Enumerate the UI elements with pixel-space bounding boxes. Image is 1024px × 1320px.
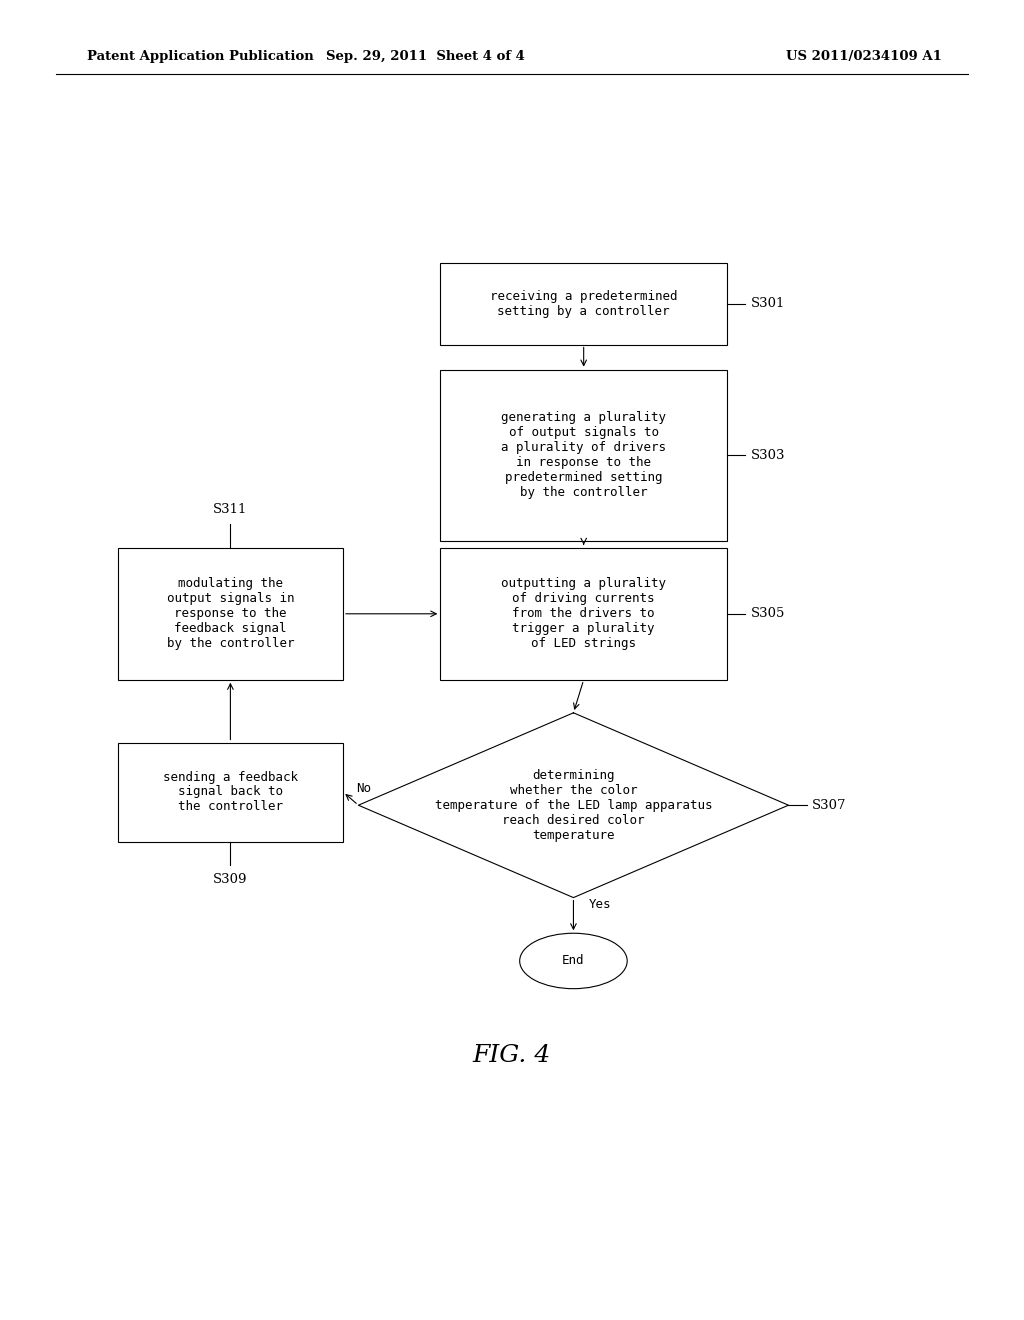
Text: US 2011/0234109 A1: US 2011/0234109 A1 bbox=[786, 50, 942, 63]
Bar bbox=[118, 742, 343, 842]
Text: generating a plurality
of output signals to
a plurality of drivers
in response t: generating a plurality of output signals… bbox=[501, 412, 667, 499]
Text: S303: S303 bbox=[751, 449, 785, 462]
Text: No: No bbox=[356, 781, 371, 795]
Text: modulating the
output signals in
response to the
feedback signal
by the controll: modulating the output signals in respons… bbox=[167, 577, 294, 651]
Ellipse shape bbox=[520, 933, 627, 989]
Text: outputting a plurality
of driving currents
from the drivers to
trigger a plurali: outputting a plurality of driving curren… bbox=[501, 577, 667, 651]
Text: sending a feedback
signal back to
the controller: sending a feedback signal back to the co… bbox=[163, 771, 298, 813]
Text: S307: S307 bbox=[812, 799, 847, 812]
Text: S301: S301 bbox=[751, 297, 785, 310]
Bar bbox=[440, 548, 727, 680]
Text: FIG. 4: FIG. 4 bbox=[473, 1044, 551, 1068]
Text: determining
whether the color
temperature of the LED lamp apparatus
reach desire: determining whether the color temperatur… bbox=[435, 768, 712, 842]
Text: S305: S305 bbox=[751, 607, 785, 620]
Bar bbox=[440, 263, 727, 345]
Text: Yes: Yes bbox=[589, 898, 611, 911]
Text: Sep. 29, 2011  Sheet 4 of 4: Sep. 29, 2011 Sheet 4 of 4 bbox=[326, 50, 524, 63]
Text: Patent Application Publication: Patent Application Publication bbox=[87, 50, 313, 63]
Text: S311: S311 bbox=[213, 503, 248, 516]
Bar bbox=[440, 370, 727, 541]
Text: End: End bbox=[562, 954, 585, 968]
Bar bbox=[118, 548, 343, 680]
Text: S309: S309 bbox=[213, 874, 248, 886]
Text: receiving a predetermined
setting by a controller: receiving a predetermined setting by a c… bbox=[489, 289, 678, 318]
